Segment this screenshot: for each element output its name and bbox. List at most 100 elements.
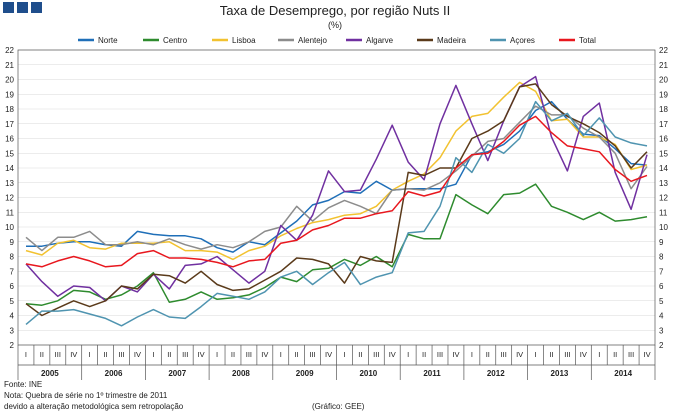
y-tick-label: 17 (5, 120, 14, 129)
y-tick-label: 8 (10, 253, 15, 262)
year-label: 2008 (232, 369, 250, 378)
legend-label: Madeira (437, 36, 466, 45)
chart-subtitle: (%) (328, 20, 342, 30)
y-tick-label: 3 (659, 326, 664, 335)
quarter-label: II (167, 350, 171, 359)
quarter-label: III (309, 350, 315, 359)
chart-credit: (Gráfico: GEE) (312, 402, 365, 411)
quarter-label: I (343, 350, 345, 359)
series-line-algarve (25, 75, 648, 302)
quarter-label: I (598, 350, 600, 359)
y-tick-label: 18 (5, 105, 14, 114)
series-line-madeira (25, 83, 648, 317)
gridlines (18, 49, 655, 346)
quarter-label: IV (261, 350, 268, 359)
series-line-norte (26, 100, 648, 253)
y-tick-label: 5 (10, 297, 15, 306)
quarter-label: II (486, 350, 490, 359)
y-tick-label: 22 (659, 46, 668, 55)
year-label: 2006 (105, 369, 123, 378)
quarter-label: III (182, 350, 188, 359)
quarter-label: II (613, 350, 617, 359)
logo-box (31, 2, 42, 13)
y-tick-label: 12 (659, 194, 668, 203)
legend-label: Centro (163, 36, 188, 45)
year-label: 2011 (423, 369, 441, 378)
quarter-label: IV (389, 350, 396, 359)
legend-label: Algarve (366, 36, 394, 45)
quarter-label: IV (70, 350, 77, 359)
quarter-label: III (628, 350, 634, 359)
y-axis-left-ticks: 2 3 4 5 6 7 8 9 10 11 12 13 14 15 16 17 18 19 20 21 22 (5, 46, 14, 350)
year-label: 2012 (487, 369, 505, 378)
y-tick-label: 11 (659, 208, 668, 217)
quarter-label: III (501, 350, 507, 359)
quarter-label: II (422, 350, 426, 359)
x-axis-labels: I II III IV I II III IV I II III IV I II III IV I II III IV… (25, 350, 651, 378)
quarter-label: III (55, 350, 61, 359)
quarter-label: I (407, 350, 409, 359)
y-tick-label: 20 (5, 76, 14, 85)
quarter-label: II (549, 350, 553, 359)
quarter-label: II (358, 350, 362, 359)
y-tick-label: 21 (659, 61, 668, 70)
year-label: 2007 (168, 369, 186, 378)
y-tick-label: 17 (659, 120, 668, 129)
y-axis-right-ticks: 2 3 4 5 6 7 8 9 10 11 12 13 14 15 16 17 18 19 20 21 22 (659, 46, 668, 350)
y-tick-label: 2 (10, 341, 15, 350)
y-tick-label: 19 (5, 90, 14, 99)
legend-label: Açores (510, 36, 535, 45)
break-note-line2: devido a alteração metodológica sem retr… (4, 402, 184, 411)
legend-label: Alentejo (298, 36, 327, 45)
axes (17, 49, 656, 380)
quarter-label: I (152, 350, 154, 359)
y-tick-label: 15 (659, 149, 668, 158)
legend-label: Total (579, 36, 596, 45)
series-line-açores (25, 100, 648, 327)
quarter-label: I (216, 350, 218, 359)
quarter-label: II (104, 350, 108, 359)
y-tick-label: 4 (10, 312, 15, 321)
y-tick-label: 13 (5, 179, 14, 188)
y-tick-label: 13 (659, 179, 668, 188)
y-tick-label: 7 (10, 267, 15, 276)
y-tick-label: 9 (659, 238, 664, 247)
year-label: 2005 (41, 369, 59, 378)
y-tick-label: 22 (5, 46, 14, 55)
y-tick-label: 15 (5, 149, 14, 158)
break-note-line1: Nota: Quebra de série no 1º trimestre de… (4, 391, 168, 400)
year-label: 2014 (614, 369, 632, 378)
year-label: 2010 (359, 369, 377, 378)
quarter-label: III (437, 350, 443, 359)
y-tick-label: 19 (659, 90, 668, 99)
y-tick-label: 10 (659, 223, 668, 232)
y-tick-label: 20 (659, 76, 668, 85)
legend-label: Norte (98, 36, 118, 45)
quarter-label: IV (643, 350, 650, 359)
quarter-label: IV (516, 350, 523, 359)
quarter-label: I (25, 350, 27, 359)
series-lines (25, 75, 648, 327)
quarter-label: III (246, 350, 252, 359)
y-tick-label: 6 (10, 282, 15, 291)
y-tick-label: 14 (5, 164, 14, 173)
y-tick-label: 2 (659, 341, 664, 350)
quarter-label: IV (580, 350, 587, 359)
legend: Norte Centro Lisboa Alentejo Algarve Madeira A… (78, 36, 596, 45)
y-tick-label: 8 (659, 253, 664, 262)
y-tick-label: 16 (5, 135, 14, 144)
y-tick-label: 3 (10, 326, 15, 335)
year-label: 2009 (296, 369, 314, 378)
quarter-label: II (40, 350, 44, 359)
chart-title: Taxa de Desemprego, por região Nuts II (220, 3, 451, 18)
quarter-label: I (280, 350, 282, 359)
logo-box (17, 2, 28, 13)
quarter-label: II (231, 350, 235, 359)
y-tick-label: 18 (659, 105, 668, 114)
y-tick-label: 14 (659, 164, 668, 173)
quarter-label: IV (452, 350, 459, 359)
quarter-label: II (295, 350, 299, 359)
y-tick-label: 6 (659, 282, 664, 291)
quarter-label: I (471, 350, 473, 359)
